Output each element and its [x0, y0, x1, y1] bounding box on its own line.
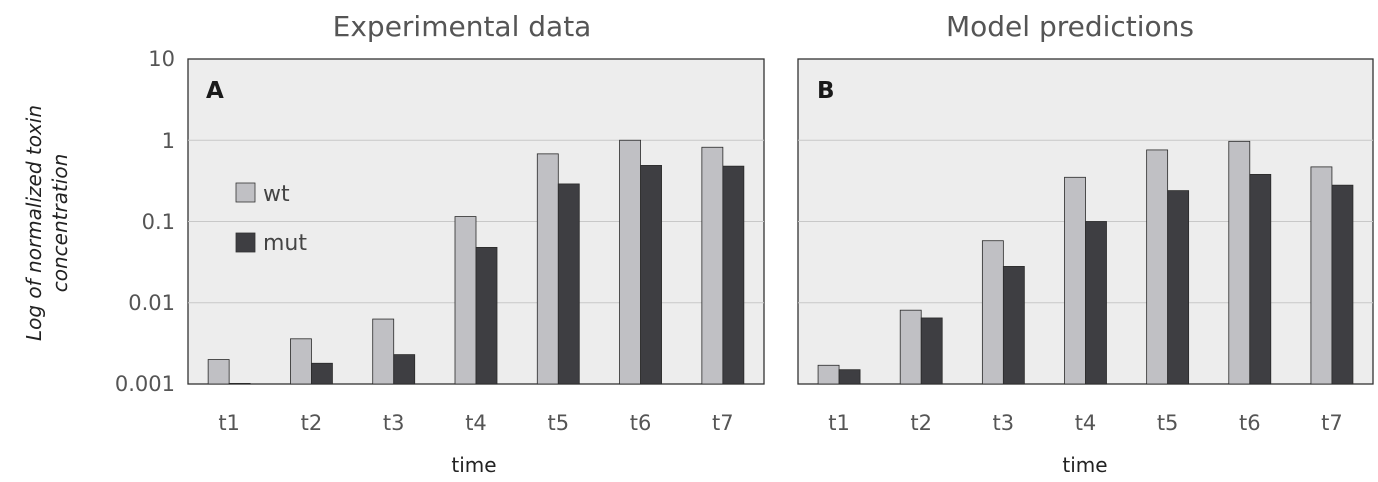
bar-mut-t2: [920, 317, 943, 385]
y-tick-label: 1: [162, 129, 175, 153]
x-tick-label: t1: [828, 411, 850, 435]
panel-label: A: [206, 78, 224, 104]
y-tick-label: 0.1: [142, 210, 175, 234]
legend-swatch-wt: [235, 182, 256, 203]
bar-mut-t1: [838, 369, 861, 385]
bar-mut-t1: [228, 382, 251, 385]
bars: [817, 140, 1354, 385]
chart-title: Experimental data: [333, 10, 592, 43]
panel-label: B: [817, 78, 835, 104]
bar-mut-t4: [475, 246, 498, 385]
y-axis-title-line-1: Log of normalized toxin: [22, 105, 46, 341]
bar-mut-t6: [640, 165, 662, 385]
bar-mut-t7: [722, 165, 745, 385]
bar-mut-t7: [1331, 184, 1354, 385]
bar-wt-t5: [536, 153, 559, 385]
bar-wt-t7: [701, 146, 724, 385]
bar-mut-t5: [1167, 190, 1190, 385]
x-tick-label: t3: [993, 411, 1015, 435]
bar-wt-t3: [372, 318, 395, 385]
x-tick-label: t6: [1239, 411, 1261, 435]
x-tick-label: t1: [218, 411, 240, 435]
x-tick-label: t7: [712, 411, 734, 435]
bar-wt-t1: [207, 359, 230, 385]
x-tick-labels: t1 t2 t3 t4 t5 t6 t7: [828, 411, 1342, 435]
x-tick-label: t5: [1157, 411, 1179, 435]
x-tick-label: t3: [383, 411, 405, 435]
x-tick-label: t4: [1075, 411, 1097, 435]
y-tick-label: 0.01: [128, 291, 175, 315]
bar-mut-t6: [1249, 173, 1272, 385]
bar-wt-t2: [290, 338, 312, 385]
x-axis-title: time: [451, 453, 496, 477]
legend-swatch-mut: [235, 232, 256, 253]
panel-b: Model predictions t1 t2 t3 t4 t5 t6 t7 B time: [797, 10, 1374, 477]
bar-mut-t3: [393, 354, 416, 385]
chart-title: Model predictions: [946, 10, 1194, 43]
bar-wt-t7: [1310, 166, 1333, 385]
x-tick-label: t5: [547, 411, 569, 435]
legend-label-wt: wt: [263, 182, 290, 207]
y-tick-label: 10: [148, 47, 175, 71]
x-tick-label: t2: [910, 411, 932, 435]
bar-wt-t2: [899, 309, 922, 385]
legend-label-mut: mut: [263, 231, 307, 256]
y-axis-title-line-2: concentration: [48, 154, 72, 293]
x-axis-title: time: [1062, 453, 1107, 477]
bar-wt-t3: [981, 240, 1004, 385]
bar-wt-t4: [454, 216, 477, 385]
bar-mut-t4: [1085, 221, 1107, 385]
legend: wt mut: [235, 182, 307, 256]
y-tick-label: 0.001: [115, 372, 175, 396]
bar-wt-t5: [1146, 149, 1169, 385]
bars: [207, 139, 745, 385]
bar-mut-t3: [1002, 266, 1025, 385]
bar-wt-t6: [1228, 140, 1251, 385]
bar-wt-t4: [1064, 176, 1086, 385]
bar-mut-t2: [311, 362, 333, 385]
bar-mut-t5: [557, 183, 580, 385]
x-tick-label: t2: [301, 411, 323, 435]
x-tick-labels: t1 t2 t3 t4 t5 t6 t7: [218, 411, 733, 435]
panel-a: Experimental data t1 t2 t3 t4 t5 t6 t7 A time …: [187, 10, 765, 477]
x-tick-label: t7: [1321, 411, 1343, 435]
bar-wt-t6: [619, 139, 641, 385]
y-tick-labels: 10 1 0.1 0.01 0.001: [115, 47, 175, 396]
x-tick-label: t6: [630, 411, 652, 435]
bar-wt-t1: [817, 364, 840, 385]
x-tick-label: t4: [465, 411, 487, 435]
